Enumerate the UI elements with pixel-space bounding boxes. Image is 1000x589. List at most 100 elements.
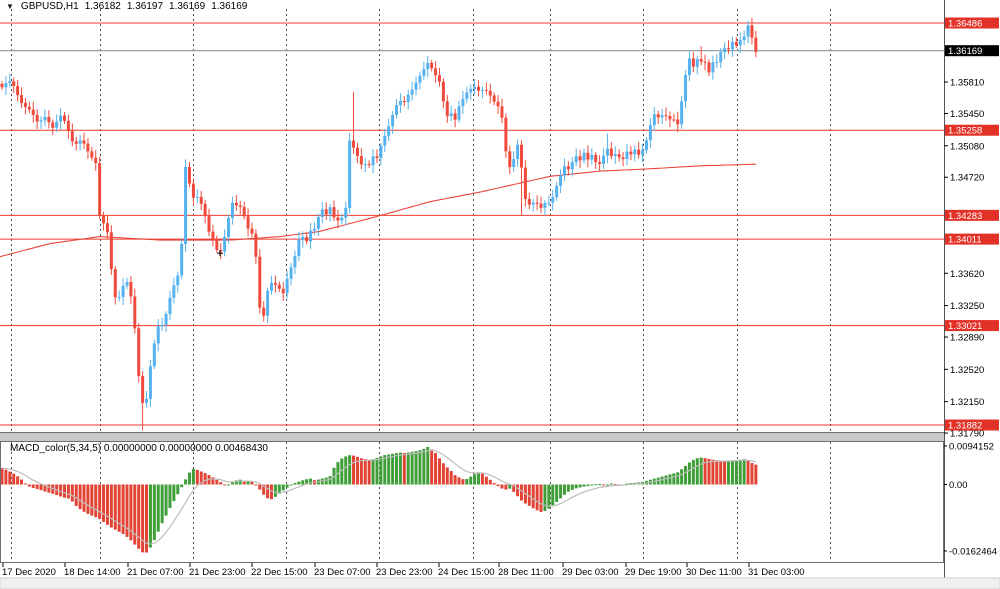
macd-bar — [258, 484, 262, 490]
macd-bar — [164, 484, 168, 516]
time-tick-label: 22 Dec 15:00 — [251, 567, 308, 578]
time-axis[interactable]: 17 Dec 2020 18 Dec 14:00 21 Dec 07:00 21 De… — [2, 563, 805, 578]
time-tick-label: 31 Dec 03:00 — [748, 567, 805, 578]
candle-body — [90, 151, 94, 158]
level-price-badge-text: 1.36486 — [948, 19, 982, 30]
macd-bar — [367, 459, 371, 485]
candle-body — [234, 202, 238, 206]
macd-bar — [395, 453, 399, 485]
horizontal-level-lines[interactable] — [0, 22, 944, 426]
candle-body — [457, 106, 461, 120]
macd-bar — [305, 479, 309, 485]
macd-bar — [8, 471, 12, 485]
candle-body — [496, 101, 500, 107]
candle-body — [129, 281, 133, 297]
macd-bar — [562, 484, 566, 495]
candle-body — [74, 141, 78, 144]
candle-body — [254, 233, 258, 257]
macd-bar — [410, 451, 414, 485]
macd-bar — [695, 458, 699, 485]
candle-body — [742, 36, 746, 41]
cross-marker[interactable] — [217, 250, 223, 257]
candle-body — [78, 140, 82, 144]
macd-bar — [145, 484, 149, 553]
macd-bar — [102, 484, 106, 522]
grid-lines — [11, 9, 831, 562]
macd-bar — [625, 483, 629, 485]
candle-body — [437, 75, 441, 82]
macd-bar — [16, 476, 20, 485]
candle-body — [305, 236, 309, 242]
chevron-down-icon[interactable]: ▼ — [6, 2, 14, 11]
candle-body — [20, 95, 24, 103]
candle-body — [668, 116, 672, 120]
macd-bar — [492, 482, 496, 485]
main-price-panel[interactable] — [0, 8, 944, 432]
candle-body — [750, 25, 754, 38]
level-price-badge: 1.33021 — [945, 320, 999, 332]
macd-bar — [734, 460, 738, 485]
candle-body — [328, 207, 332, 215]
macd-bar — [691, 459, 695, 485]
macd-bar — [473, 474, 477, 485]
candle-body — [414, 82, 418, 90]
macd-bar — [590, 484, 594, 486]
macd-axis[interactable]: 0.0094152 0.00 -0.0162464 — [944, 441, 997, 557]
macd-bar — [465, 478, 469, 485]
macd-tick-label: 0.0094152 — [949, 441, 994, 452]
price-tick-label: 1.33250 — [950, 301, 984, 312]
macd-bar — [480, 473, 484, 485]
candle-body — [387, 126, 391, 136]
macd-bar — [738, 459, 742, 485]
price-tick-label: 1.35080 — [950, 141, 984, 152]
candle-body — [434, 68, 438, 76]
candle-body — [98, 163, 102, 215]
candle-body — [734, 41, 738, 46]
macd-bar — [574, 484, 578, 489]
macd-bar — [172, 484, 176, 502]
candle-body — [480, 89, 484, 91]
price-axis[interactable]: 1.35810 1.35450 1.35080 1.34720 1.33620 1.332… — [944, 78, 984, 440]
candle-body — [168, 297, 172, 315]
macd-bar — [672, 473, 676, 485]
candle-body — [176, 275, 180, 286]
macd-bar — [47, 484, 51, 493]
macd-bar — [180, 484, 184, 488]
price-tick-label: 1.33620 — [950, 269, 984, 280]
macd-bar — [105, 484, 109, 525]
candle-body — [711, 62, 715, 73]
macd-bar — [504, 484, 508, 490]
candle-body — [301, 236, 305, 240]
macd-bar — [375, 457, 379, 485]
panel-splitter[interactable] — [0, 433, 944, 441]
candle-body — [82, 140, 86, 144]
macd-bar — [270, 484, 274, 500]
macd-bar — [449, 471, 453, 485]
candle-body — [324, 209, 328, 215]
macd-bar — [484, 476, 488, 485]
macd-panel-frame — [0, 441, 944, 563]
macd-bar — [246, 480, 250, 485]
candle-body — [172, 285, 176, 298]
candle-body — [699, 59, 703, 62]
macd-tick-label: 0.00 — [949, 480, 968, 491]
candle-body — [230, 202, 234, 218]
macd-bar — [516, 484, 520, 497]
candle-body — [102, 214, 106, 224]
macd-bar — [512, 484, 516, 492]
macd-bar — [496, 484, 500, 487]
candle-body — [461, 98, 465, 107]
macd-bar — [109, 484, 113, 528]
price-tick-label: 1.35450 — [950, 109, 984, 120]
candle-body — [500, 106, 504, 118]
candle-body — [684, 74, 688, 102]
macd-bar — [527, 484, 531, 506]
candle-body — [551, 197, 555, 203]
candle-body — [523, 167, 527, 199]
macd-bar — [684, 465, 688, 485]
macd-bar — [94, 484, 98, 518]
macd-bar — [0, 468, 4, 485]
candle-body — [469, 88, 473, 93]
candle-body — [191, 183, 195, 198]
